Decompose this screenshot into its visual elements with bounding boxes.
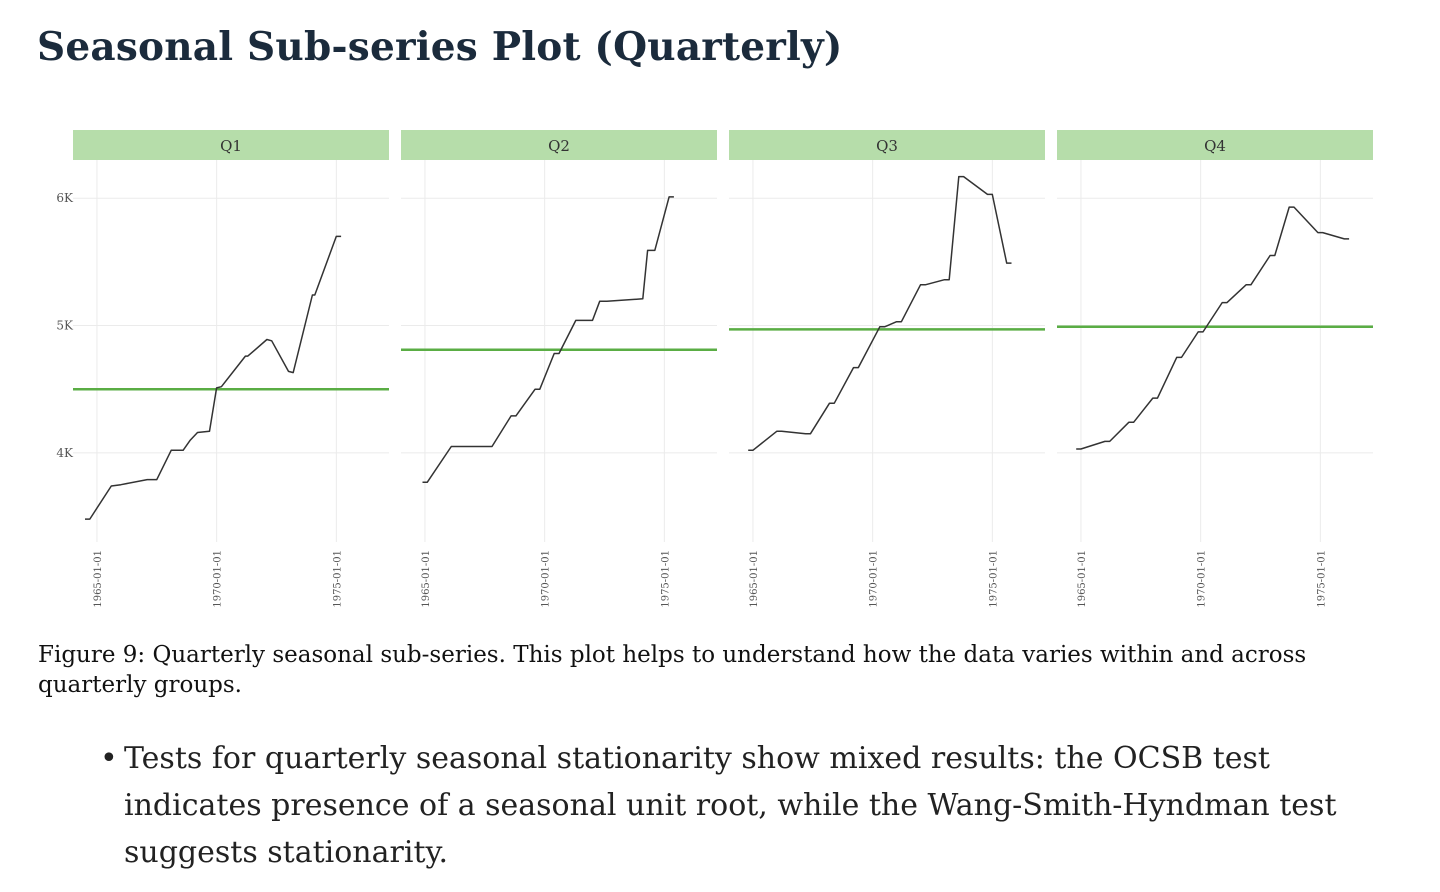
- facet-strip: [73, 130, 389, 160]
- series-line: [85, 235, 342, 520]
- x-tick-label: 1970-01-01: [869, 550, 880, 608]
- series-line: [1076, 206, 1350, 450]
- x-tick-label: 1970-01-01: [213, 550, 224, 608]
- panel-q3: Q3 1965-01-01 1970-01-01 1975-01-01: [729, 130, 1045, 608]
- x-tick-label: 1970-01-01: [541, 550, 552, 608]
- page-title: Seasonal Sub-series Plot (Quarterly): [37, 24, 843, 70]
- x-tick-label: 1965-01-01: [1077, 550, 1088, 608]
- facet-label: Q2: [548, 137, 570, 155]
- figure-caption: Figure 9: Quarterly seasonal sub-series.…: [38, 642, 1307, 698]
- facet-label: Q4: [1204, 137, 1226, 155]
- bullet-marker: •: [100, 741, 118, 776]
- x-tick-label: 1975-01-01: [1316, 550, 1327, 608]
- bullet-text: Tests for quarterly seasonal stationarit…: [124, 741, 1337, 870]
- y-axis: 4K 5K 6K: [56, 191, 74, 460]
- bullet-list: • Tests for quarterly seasonal stationari…: [100, 735, 1400, 876]
- x-tick-label: 1965-01-01: [93, 550, 104, 608]
- y-tick-label: 5K: [56, 319, 74, 333]
- x-tick-label: 1970-01-01: [1197, 550, 1208, 608]
- panel-q2: Q2 1965-01-01 1970-01-01 1975-01-01: [401, 130, 717, 608]
- facet-strip: [1057, 130, 1373, 160]
- series-line: [422, 196, 674, 483]
- chart-panels: Q1 1965-01-01 1970-01-01 1975-01-01 Q2 1965-0…: [73, 130, 1373, 608]
- x-tick-label: 1965-01-01: [749, 550, 760, 608]
- facet-label: Q3: [876, 137, 898, 155]
- panel-q4: Q4 1965-01-01 1970-01-01 1975-01-01: [1057, 130, 1373, 608]
- facet-strip: [729, 130, 1045, 160]
- y-tick-label: 4K: [56, 446, 74, 460]
- x-tick-label: 1965-01-01: [421, 550, 432, 608]
- panel-q1: Q1 1965-01-01 1970-01-01 1975-01-01: [73, 130, 389, 608]
- series-line: [748, 175, 1012, 452]
- x-tick-label: 1975-01-01: [332, 550, 343, 608]
- facet-label: Q1: [220, 137, 242, 155]
- facet-strip: [401, 130, 717, 160]
- x-tick-label: 1975-01-01: [988, 550, 999, 608]
- y-tick-label: 6K: [56, 191, 74, 205]
- bullet-item: • Tests for quarterly seasonal stationari…: [100, 735, 1400, 876]
- x-tick-label: 1975-01-01: [660, 550, 671, 608]
- seasonal-subseries-chart: Q1 1965-01-01 1970-01-01 1975-01-01 Q2 1965-0…: [56, 130, 1373, 608]
